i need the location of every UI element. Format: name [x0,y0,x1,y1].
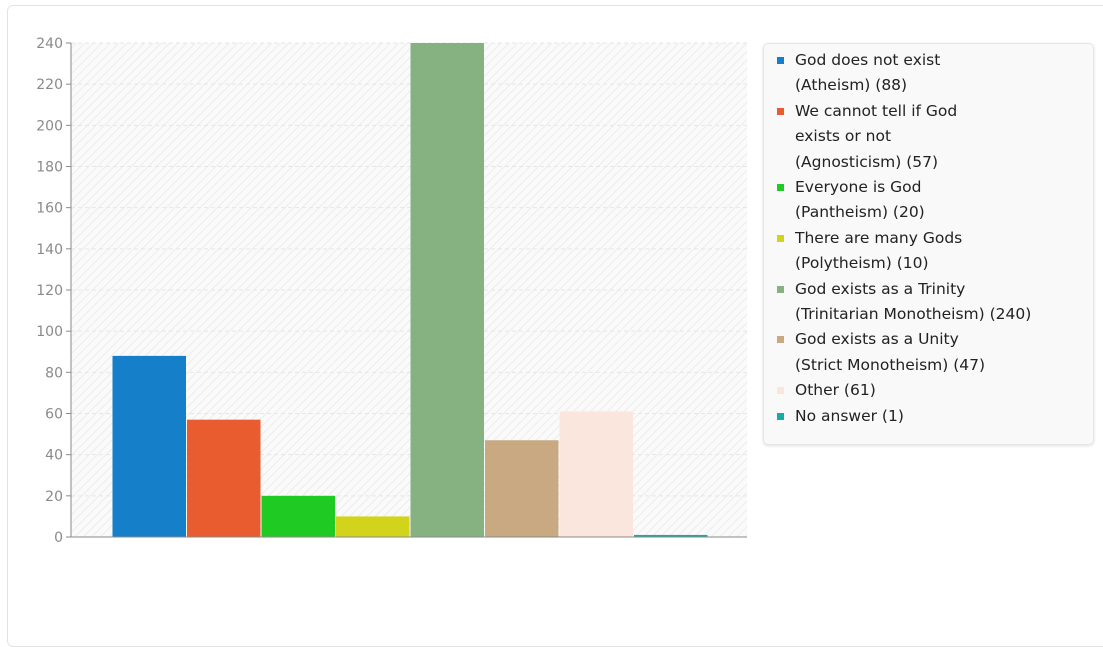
bar-7[interactable] [559,411,634,537]
legend-swatch [777,387,784,395]
y-tick-label: 140 [36,242,63,258]
bar-chart: 0 20 40 60 80 100 120 140 160 180 200 220 240 [36,36,747,546]
legend-swatch [777,336,784,344]
y-tick-label: 180 [36,160,63,176]
legend-item[interactable]: There are many Gods (Polytheism) (10) [764,226,1093,277]
y-tick-label: 240 [36,36,63,52]
bar-2[interactable] [187,419,261,537]
legend-swatch [777,184,784,192]
legend-item[interactable]: Everyone is God (Pantheism) (20) [764,175,1093,226]
legend-label: Everyone is God (Pantheism) (20) [795,178,925,222]
legend-swatch [777,107,784,115]
bar-5[interactable] [410,43,485,537]
legend-label: God does not exist (Atheism) (88) [795,51,941,95]
legend-label: We cannot tell if God exists or not (Agn… [795,101,958,171]
y-tick-label: 40 [45,448,63,464]
legend-item[interactable]: Other (61) [764,378,1093,403]
legend-swatch [777,412,784,420]
bar-3[interactable] [261,495,336,537]
legend-item[interactable]: God exists as a Unity (Strict Monotheism… [764,327,1093,378]
legend-swatch [777,285,784,293]
bar-8[interactable] [634,534,708,537]
legend-label: There are many Gods (Polytheism) (10) [795,228,963,273]
legend-label: No answer (1) [795,406,904,425]
y-tick-label: 60 [45,407,63,423]
legend-item[interactable]: We cannot tell if God exists or not (Agn… [764,99,1093,175]
bar-6[interactable] [485,440,559,537]
legend-item[interactable]: No answer (1) [764,404,1093,429]
y-tick-label: 160 [36,201,63,217]
legend-swatch [777,57,784,64]
y-tick-label: 200 [36,118,63,134]
legend-item[interactable]: God exists as a Trinity (Trinitarian Mon… [764,277,1093,328]
legend-swatch [777,234,784,242]
legend-label: God exists as a Unity (Strict Monotheism… [795,330,986,374]
y-tick-label: 0 [54,530,63,546]
legend-label: Other (61) [795,381,876,400]
y-tick-label: 120 [36,283,63,299]
bar-4[interactable] [336,516,410,537]
y-tick-label: 220 [36,77,63,93]
y-tick-label: 100 [36,324,63,340]
legend-item[interactable]: God does not exist (Atheism) (88) [764,48,1093,99]
y-tick-label: 80 [45,365,63,381]
legend-label: God exists as a Trinity (Trinitarian Mon… [795,279,1032,324]
bar-1[interactable] [112,355,187,537]
y-tick-label: 20 [45,489,63,505]
chart-legend: God does not exist (Atheism) (88) We cann… [763,43,1094,445]
